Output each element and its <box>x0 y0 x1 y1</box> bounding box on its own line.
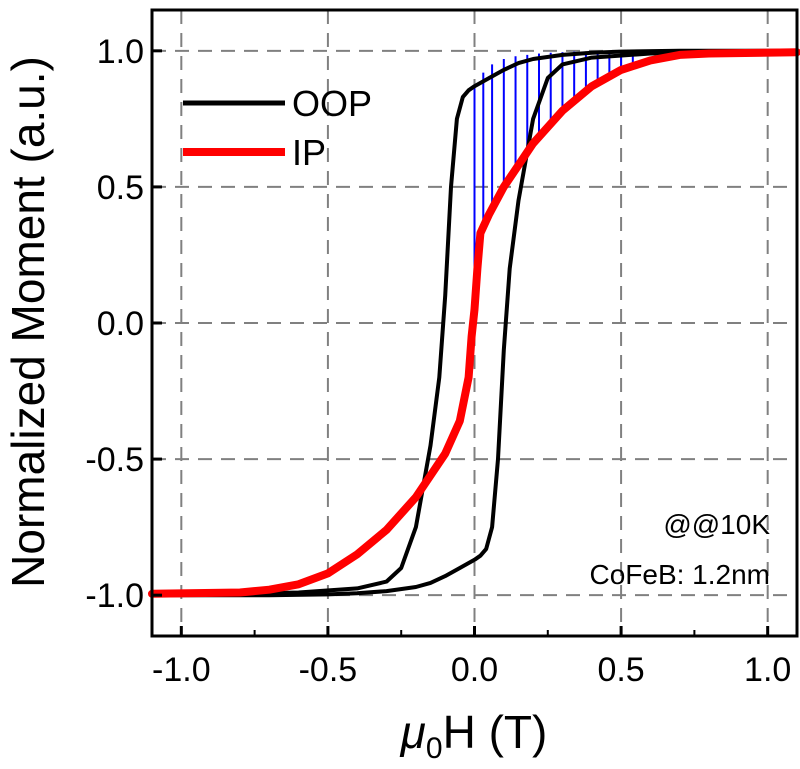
x-tick-label: 1.0 <box>744 651 791 689</box>
x-tick-label: 0.5 <box>597 651 644 689</box>
x-tick-label: -1.0 <box>152 651 211 689</box>
hatch-lines <box>473 50 634 283</box>
y-tick-label: 0.0 <box>97 305 144 343</box>
y-tick-label: 0.5 <box>97 169 144 207</box>
y-axis-label: Normalized Moment (a.u.) <box>2 56 54 588</box>
x-axis-label-subscript: 0 <box>426 732 443 765</box>
x-axis-label: μ0H (T) <box>400 706 548 765</box>
legend-label-oop: OOP <box>292 83 372 124</box>
legend: OOP IP <box>183 83 372 173</box>
x-tick-label: -0.5 <box>299 651 358 689</box>
annotation-sample: CoFeB: 1.2nm <box>589 559 770 590</box>
annotation-temperature: @@10K <box>663 509 770 540</box>
y-tick-label: -1.0 <box>85 577 144 615</box>
x-axis-label-symbol: μ <box>400 706 426 758</box>
series-line-oop <box>150 48 799 598</box>
x-tick-label: 0.0 <box>451 651 498 689</box>
y-tick-label: 1.0 <box>97 33 144 71</box>
series-line-oop <box>150 48 799 598</box>
series-lines <box>148 48 800 598</box>
series-line-ip <box>148 48 800 598</box>
y-tick-label: -0.5 <box>85 441 144 479</box>
tick-marks <box>152 49 770 636</box>
x-axis-label-rest: H (T) <box>443 706 548 758</box>
legend-label-ip: IP <box>292 132 326 173</box>
tick-labels: -1.0 -0.5 0.0 0.5 1.0 -1.0 -0.5 0.0 0.5 1.0 <box>85 33 791 689</box>
